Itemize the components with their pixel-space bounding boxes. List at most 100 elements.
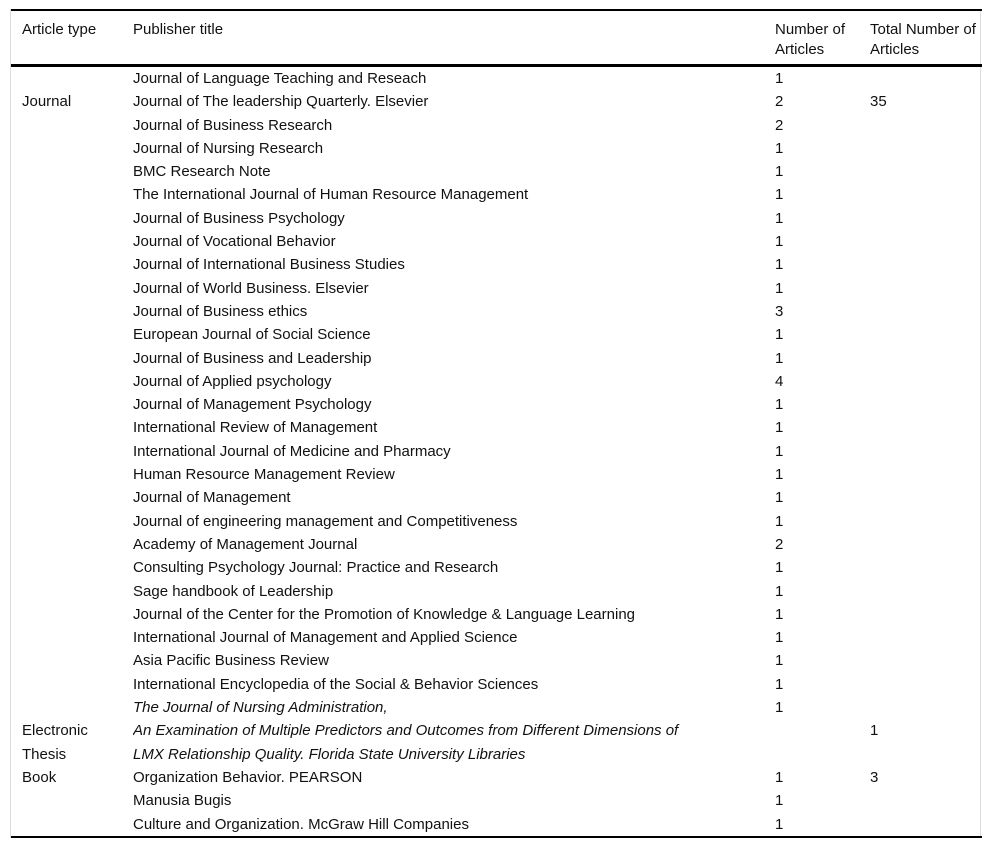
cell-number-of-articles: 1 bbox=[775, 442, 784, 460]
cell-total-articles bbox=[870, 416, 982, 439]
header-article-type: Article type bbox=[11, 10, 133, 67]
cell-publisher-title: Journal of Business Psychology bbox=[133, 209, 345, 227]
cell-number-of-articles: 1 bbox=[775, 396, 784, 414]
cell-publisher-title: Journal of Business and Leadership bbox=[133, 349, 372, 367]
cell-total-articles bbox=[870, 440, 982, 463]
cell-article-type bbox=[11, 673, 133, 696]
table-row: Journal of International Business Studie… bbox=[11, 253, 982, 276]
cell-number-of-articles: 1 bbox=[775, 699, 784, 717]
cell-article-type bbox=[11, 230, 133, 253]
cell-number-of-articles: 1 bbox=[775, 419, 784, 437]
cell-article-type bbox=[11, 370, 133, 393]
cell-publisher-title: Consulting Psychology Journal: Practice … bbox=[133, 559, 499, 577]
cell-total-articles bbox=[870, 603, 982, 626]
cell-publisher-title: Journal of engineering management and Co… bbox=[133, 512, 518, 530]
cell-number-of-articles: 1 bbox=[775, 652, 784, 670]
cell-number-of-articles: 1 bbox=[775, 629, 784, 647]
table-row: International Encyclopedia of the Social… bbox=[11, 673, 982, 696]
cell-publisher-title: Journal of Language Teaching and Reseach bbox=[133, 70, 427, 87]
cell-total-articles bbox=[870, 626, 982, 649]
table-row: Journal of World Business. Elsevier 1 bbox=[11, 277, 982, 300]
table-row: Asia Pacific Business Review 1 bbox=[11, 649, 982, 672]
cell-article-type bbox=[11, 66, 133, 91]
cell-total-articles bbox=[870, 66, 982, 91]
table-row: Journal of Management Psychology 1 bbox=[11, 393, 982, 416]
cell-publisher-title: An Examination of Multiple Predictors an… bbox=[133, 722, 679, 763]
cell-number-of-articles: 1 bbox=[775, 489, 784, 507]
table-row: Journal of Management 1 bbox=[11, 486, 982, 509]
cell-total-articles bbox=[870, 114, 982, 137]
cell-number-of-articles: 1 bbox=[775, 70, 784, 87]
cell-number-of-articles: 1 bbox=[775, 675, 784, 693]
cell-publisher-title: Journal of World Business. Elsevier bbox=[133, 279, 369, 297]
cell-total-articles bbox=[870, 580, 982, 603]
table-row: Manusia Bugis 1 bbox=[11, 789, 982, 812]
cell-total-articles bbox=[870, 207, 982, 230]
cell-article-type: Journal bbox=[22, 93, 72, 111]
cell-article-type bbox=[11, 510, 133, 533]
table-row: Sage handbook of Leadership 1 bbox=[11, 580, 982, 603]
cell-total-articles: 1 bbox=[870, 722, 879, 740]
cell-publisher-title: Journal of Business Research bbox=[133, 116, 333, 134]
cell-number-of-articles: 1 bbox=[775, 163, 784, 181]
cell-total-articles bbox=[870, 510, 982, 533]
table-row: Journal of the Center for the Promotion … bbox=[11, 603, 982, 626]
cell-article-type bbox=[11, 277, 133, 300]
cell-publisher-title: Sage handbook of Leadership bbox=[133, 582, 334, 600]
header-row: Article type Publisher title Number of A… bbox=[11, 10, 982, 67]
table-row: Journal of Vocational Behavior 1 bbox=[11, 230, 982, 253]
cell-number-of-articles: 1 bbox=[775, 209, 784, 227]
cell-number-of-articles bbox=[775, 719, 870, 766]
cell-number-of-articles: 1 bbox=[775, 605, 784, 623]
cell-total-articles bbox=[870, 230, 982, 253]
cell-total-articles bbox=[870, 673, 982, 696]
cell-publisher-title: Academy of Management Journal bbox=[133, 535, 358, 553]
cell-number-of-articles: 1 bbox=[775, 186, 784, 204]
cell-number-of-articles: 4 bbox=[775, 372, 784, 390]
table-row: Journal of Applied psychology 4 bbox=[11, 370, 982, 393]
table-row: BMC Research Note 1 bbox=[11, 160, 982, 183]
cell-publisher-title: European Journal of Social Science bbox=[133, 326, 371, 344]
cell-publisher-title: Journal of Business ethics bbox=[133, 302, 308, 320]
table-row: Journal of engineering management and Co… bbox=[11, 510, 982, 533]
cell-publisher-title: Journal of Nursing Research bbox=[133, 139, 324, 157]
cell-article-type bbox=[11, 603, 133, 626]
cell-publisher-title: The International Journal of Human Resou… bbox=[133, 186, 529, 204]
cell-number-of-articles: 1 bbox=[775, 792, 784, 810]
table-row: The International Journal of Human Resou… bbox=[11, 183, 982, 206]
table-row: Human Resource Management Review 1 bbox=[11, 463, 982, 486]
cell-total-articles bbox=[870, 789, 982, 812]
cell-publisher-title: International Encyclopedia of the Social… bbox=[133, 675, 539, 693]
cell-article-type bbox=[11, 253, 133, 276]
cell-number-of-articles: 2 bbox=[775, 535, 784, 553]
cell-total-articles bbox=[870, 347, 982, 370]
cell-number-of-articles: 1 bbox=[775, 559, 784, 577]
cell-publisher-title: BMC Research Note bbox=[133, 163, 271, 181]
cell-article-type bbox=[11, 416, 133, 439]
cell-number-of-articles: 1 bbox=[775, 256, 784, 274]
cell-publisher-title: Culture and Organization. McGraw Hill Co… bbox=[133, 815, 469, 833]
cell-number-of-articles: 1 bbox=[775, 139, 784, 157]
cell-total-articles: 35 bbox=[870, 93, 887, 111]
cell-total-articles bbox=[870, 323, 982, 346]
cell-article-type bbox=[11, 556, 133, 579]
cell-article-type bbox=[11, 486, 133, 509]
cell-article-type bbox=[11, 114, 133, 137]
cell-total-articles bbox=[870, 137, 982, 160]
table-row: International Review of Management 1 bbox=[11, 416, 982, 439]
publisher-table: Article type Publisher title Number of A… bbox=[11, 9, 982, 838]
cell-publisher-title: Journal of Management Psychology bbox=[133, 396, 372, 414]
table-row: Book Organization Behavior. PEARSON 1 3 bbox=[11, 766, 982, 789]
cell-total-articles bbox=[870, 813, 982, 837]
table-row: Journal of Business ethics 3 bbox=[11, 300, 982, 323]
cell-publisher-title: Journal of Vocational Behavior bbox=[133, 233, 336, 251]
table-row: Journal of Business Psychology 1 bbox=[11, 207, 982, 230]
cell-publisher-title: Journal of International Business Studie… bbox=[133, 256, 405, 274]
cell-publisher-title: Asia Pacific Business Review bbox=[133, 652, 329, 670]
header-publisher-title: Publisher title bbox=[133, 10, 775, 67]
header-total-articles: Total Number of Articles bbox=[870, 10, 982, 67]
table-row: European Journal of Social Science 1 bbox=[11, 323, 982, 346]
cell-total-articles bbox=[870, 556, 982, 579]
cell-article-type bbox=[11, 626, 133, 649]
